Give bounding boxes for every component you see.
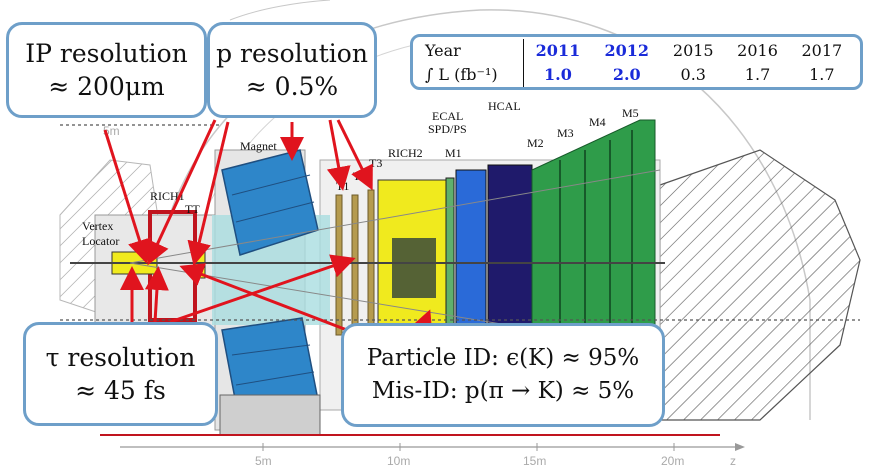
- magnet-coil-lines: [235, 201, 315, 223]
- year-header: Year: [423, 39, 524, 63]
- p-resolution-title: p resolution: [216, 39, 368, 68]
- label-vertex-locator-2: Locator: [82, 234, 119, 248]
- hcal: [487, 164, 533, 336]
- luminosity-table: Year 2011 2012 2015 2016 2017 ∫ L (fb⁻¹)…: [410, 34, 863, 90]
- label-rich2: RICH2: [388, 146, 423, 160]
- magnet-coil-lines: [231, 174, 311, 196]
- year-cell: 2011: [535, 41, 581, 60]
- arrow-tau-to-velo-2: [144, 266, 169, 323]
- magnet-coil-lines: [235, 371, 315, 386]
- z-axis-arrow: [735, 443, 745, 451]
- particle-id-callout: Particle ID: ϵ(K) ≈ 95% Mis-ID: p(π → K)…: [341, 323, 665, 427]
- p-resolution-callout: p resolution ≈ 0.5%: [207, 22, 377, 118]
- arrow-tau-to-tracking: [169, 254, 356, 324]
- arrow-ip-to-velo: [103, 129, 152, 264]
- magnet-coil-lines: [231, 344, 311, 356]
- axis-label-x-15m: 15m: [523, 454, 546, 468]
- arrow-p-to-t3: [336, 119, 373, 191]
- label-tt: TT: [185, 202, 200, 216]
- tau-resolution-value: ≈ 45 fs: [75, 376, 166, 405]
- year-row: Year 2011 2012 2015 2016 2017: [423, 39, 854, 63]
- year-cell: 2012: [604, 41, 649, 60]
- axis-label-x-10m: 10m: [387, 454, 410, 468]
- year-cell: 2017: [801, 41, 843, 60]
- arrow-p-to-t1: [326, 119, 351, 191]
- label-m2: M2: [527, 136, 544, 150]
- axis-label-z: z: [730, 454, 736, 468]
- luminosity-cell: 1.7: [809, 65, 835, 84]
- ip-resolution-callout: IP resolution ≈ 200μm: [6, 22, 207, 118]
- luminosity-header: ∫ L (fb⁻¹): [423, 63, 524, 87]
- tau-resolution-title: τ resolution: [45, 343, 196, 372]
- luminosity-cell: 0.3: [680, 65, 706, 84]
- shielding-wall: [659, 149, 861, 421]
- spd-ps: [445, 177, 455, 329]
- ecal: [455, 169, 487, 331]
- t3-station: [367, 189, 375, 341]
- label-magnet: Magnet: [240, 139, 277, 153]
- magnet-base: [219, 394, 321, 436]
- mis-id-rate: Mis-ID: p(π → K) ≈ 5%: [371, 378, 635, 404]
- ip-resolution-title: IP resolution: [25, 39, 188, 68]
- t2-station: [351, 194, 359, 336]
- tau-resolution-callout: τ resolution ≈ 45 fs: [23, 322, 218, 426]
- year-cell: 2016: [737, 41, 778, 60]
- label-spd-ps: SPD/PS: [428, 122, 467, 136]
- luminosity-cell: 1.7: [744, 65, 771, 84]
- arrow-p-to-velo: [146, 119, 217, 266]
- label-hcal: HCAL: [488, 99, 521, 113]
- label-t3: T3: [369, 156, 382, 170]
- axis-label-x-20m: 20m: [661, 454, 684, 468]
- ip-resolution-value: ≈ 200μm: [48, 72, 165, 101]
- label-rich1: RICH1: [150, 189, 185, 203]
- label-m5: M5: [622, 106, 639, 120]
- cavern-arc: [229, 0, 331, 21]
- muon-stations: [531, 119, 656, 341]
- rich2-inner: [392, 238, 436, 298]
- label-m4: M4: [589, 115, 606, 129]
- arrow-p-to-tt: [187, 121, 230, 266]
- particle-id-efficiency: Particle ID: ϵ(K) ≈ 95%: [366, 345, 640, 371]
- acceptance-line: [129, 169, 661, 264]
- year-cell: 2015: [672, 41, 714, 60]
- label-ecal: ECAL: [432, 109, 463, 123]
- axis-label-x-5m: 5m: [255, 454, 272, 468]
- label-m3: M3: [557, 126, 574, 140]
- luminosity-cell: 1.0: [544, 65, 572, 84]
- luminosity-row: ∫ L (fb⁻¹) 1.0 2.0 0.3 1.7 1.7: [423, 63, 854, 87]
- label-vertex-locator-1: Vertex: [82, 219, 113, 233]
- luminosity-cell: 2.0: [612, 65, 641, 84]
- p-resolution-value: ≈ 0.5%: [245, 72, 339, 101]
- arrow-pid-to-rich1: [179, 263, 361, 337]
- label-m1: M1: [445, 146, 462, 160]
